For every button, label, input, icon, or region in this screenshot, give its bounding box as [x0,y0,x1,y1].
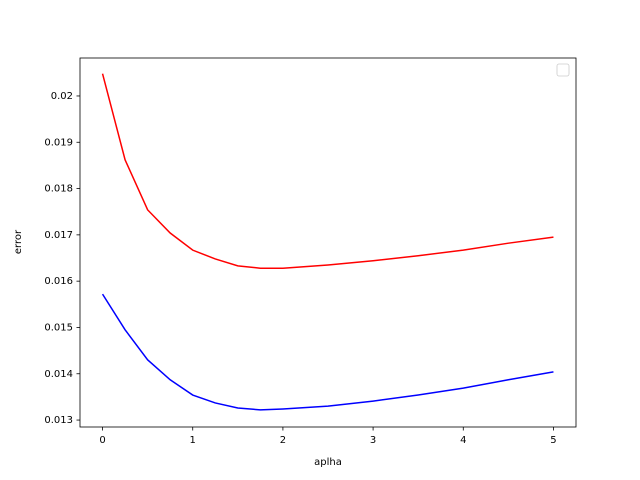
y-axis-label: error [13,229,24,254]
y-tick-label: 0.016 [44,276,73,287]
line-series [101,293,554,411]
axes-frame [79,57,577,428]
y-tick-label: 0.02 [51,91,73,102]
x-tick-label: 3 [370,435,376,446]
y-tick-label: 0.018 [44,184,73,195]
y-tick-label: 0.015 [44,322,73,333]
x-tick-label: 0 [99,435,105,446]
legend-box [556,63,570,77]
x-tick-label: 1 [190,435,196,446]
y-tick-label: 0.017 [44,230,73,241]
x-tick-label: 4 [460,435,466,446]
x-axis-label: aplha [314,457,342,468]
x-tick-label: 2 [280,435,286,446]
line-series [101,73,554,269]
y-tick-label: 0.019 [44,137,73,148]
x-tick-label: 5 [550,435,556,446]
y-tick-label: 0.014 [44,369,73,380]
y-tick-label: 0.013 [44,415,73,426]
